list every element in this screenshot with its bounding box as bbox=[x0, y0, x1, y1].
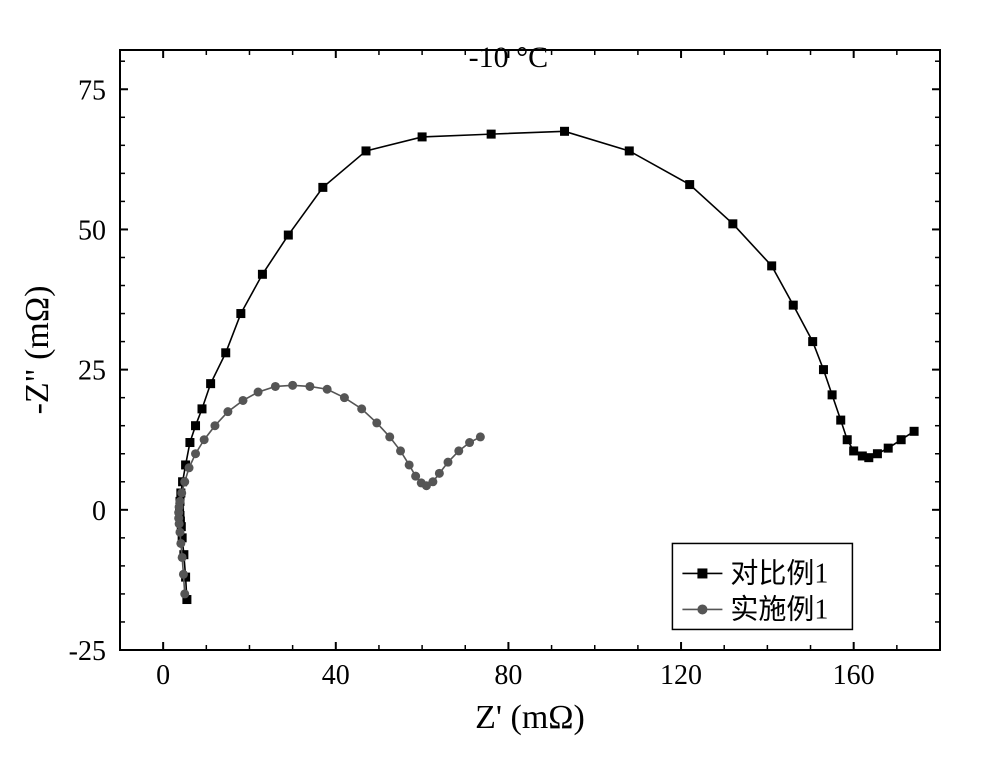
series-marker-s2 bbox=[175, 497, 184, 506]
series-marker-s2 bbox=[465, 438, 474, 447]
nyquist-plot: 0 40 80 120 160 -25 0 25 50 75 Z' (mΩ) -Z" (mΩ) -10 … bbox=[0, 0, 1000, 784]
legend-label-s1: 对比例1 bbox=[730, 557, 828, 589]
series-marker-s1 bbox=[206, 379, 215, 388]
series-marker-s2 bbox=[185, 463, 194, 472]
series-marker-s2 bbox=[254, 388, 263, 397]
series-marker-s1 bbox=[625, 146, 634, 155]
series-marker-s2 bbox=[444, 458, 453, 467]
series-marker-s2 bbox=[385, 432, 394, 441]
x-tick-label: 80 bbox=[494, 660, 522, 691]
series-marker-s1 bbox=[808, 337, 817, 346]
series-marker-s1 bbox=[284, 231, 293, 240]
series-marker-s2 bbox=[340, 393, 349, 402]
series-marker-s2 bbox=[305, 382, 314, 391]
series-marker-s2 bbox=[180, 477, 189, 486]
series-marker-s1 bbox=[236, 309, 245, 318]
series-marker-s1 bbox=[819, 365, 828, 374]
legend-marker-s2 bbox=[697, 604, 707, 614]
series-marker-s2 bbox=[405, 460, 414, 469]
y-tick-label: 50 bbox=[78, 215, 106, 246]
series-marker-s2 bbox=[179, 570, 188, 579]
series-marker-s2 bbox=[396, 446, 405, 455]
series-marker-s1 bbox=[362, 146, 371, 155]
series-marker-s1 bbox=[767, 261, 776, 270]
series-marker-s2 bbox=[288, 381, 297, 390]
series-marker-s1 bbox=[685, 180, 694, 189]
series-marker-s1 bbox=[897, 435, 906, 444]
series-marker-s1 bbox=[560, 127, 569, 136]
series-marker-s2 bbox=[223, 407, 232, 416]
x-tick-label: 0 bbox=[156, 660, 170, 691]
y-tick-label: 0 bbox=[92, 496, 106, 527]
series-marker-s2 bbox=[180, 589, 189, 598]
legend-label-s2: 实施例1 bbox=[730, 593, 828, 625]
series-marker-s1 bbox=[198, 404, 207, 413]
series-marker-s1 bbox=[884, 444, 893, 453]
series-marker-s2 bbox=[428, 477, 437, 486]
y-tick-label: 75 bbox=[78, 75, 106, 106]
series-marker-s1 bbox=[185, 438, 194, 447]
y-tick-label: 25 bbox=[78, 356, 106, 387]
series-marker-s1 bbox=[221, 348, 230, 357]
series-marker-s1 bbox=[836, 416, 845, 425]
y-tick-label: -25 bbox=[69, 636, 106, 667]
y-axis-label: -Z" (mΩ) bbox=[19, 286, 56, 415]
series-marker-s2 bbox=[271, 382, 280, 391]
series-marker-s2 bbox=[372, 418, 381, 427]
series-marker-s1 bbox=[191, 421, 200, 430]
series-marker-s2 bbox=[175, 528, 184, 537]
series-marker-s1 bbox=[789, 301, 798, 310]
x-axis-label: Z' (mΩ) bbox=[475, 699, 585, 736]
x-tick-label: 160 bbox=[833, 660, 875, 691]
legend-marker-s1 bbox=[697, 568, 707, 578]
series-marker-s2 bbox=[177, 488, 186, 497]
x-tick-label: 120 bbox=[660, 660, 702, 691]
series-marker-s1 bbox=[864, 453, 873, 462]
x-tick-label: 40 bbox=[322, 660, 350, 691]
series-marker-s2 bbox=[476, 432, 485, 441]
series-marker-s2 bbox=[323, 385, 332, 394]
series-marker-s2 bbox=[178, 553, 187, 562]
series-marker-s1 bbox=[873, 449, 882, 458]
series-marker-s2 bbox=[191, 449, 200, 458]
series-marker-s2 bbox=[239, 396, 248, 405]
series-marker-s2 bbox=[200, 435, 209, 444]
series-marker-s1 bbox=[258, 270, 267, 279]
series-marker-s1 bbox=[910, 427, 919, 436]
series-marker-s2 bbox=[357, 404, 366, 413]
series-marker-s2 bbox=[176, 539, 185, 548]
series-marker-s1 bbox=[828, 390, 837, 399]
temperature-annotation: -10 °C bbox=[469, 41, 549, 74]
chart-svg: 0 40 80 120 160 -25 0 25 50 75 Z' (mΩ) -Z" (mΩ) -10 … bbox=[0, 0, 1000, 784]
series-marker-s1 bbox=[318, 183, 327, 192]
series-marker-s2 bbox=[435, 469, 444, 478]
series-marker-s1 bbox=[487, 130, 496, 139]
series-marker-s1 bbox=[728, 219, 737, 228]
series-marker-s1 bbox=[849, 446, 858, 455]
series-marker-s2 bbox=[454, 446, 463, 455]
series-marker-s1 bbox=[843, 435, 852, 444]
series-marker-s2 bbox=[210, 421, 219, 430]
series-marker-s1 bbox=[418, 132, 427, 141]
